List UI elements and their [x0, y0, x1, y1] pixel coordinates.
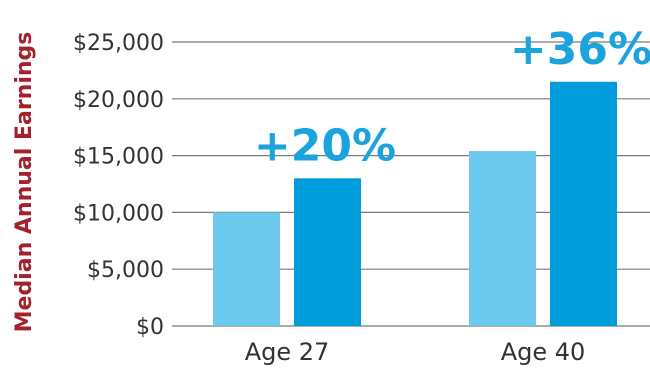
y-tick-label: $20,000: [73, 88, 164, 113]
bar: [213, 212, 280, 326]
y-tick-label: $25,000: [73, 31, 164, 56]
percent-change-label: +20%: [254, 120, 396, 171]
annotations: +20% +36%: [254, 24, 650, 172]
percent-change-label: +36%: [510, 24, 650, 75]
x-categories: Age 27 Age 40: [245, 338, 586, 366]
y-ticks: $0 $5,000 $10,000 $15,000 $20,000 $25,000: [73, 31, 164, 340]
x-category-label: Age 27: [245, 338, 330, 366]
x-category-label: Age 40: [501, 338, 586, 366]
y-tick-label: $15,000: [73, 145, 164, 170]
bar: [550, 81, 617, 326]
bar: [469, 151, 536, 326]
y-tick-label: $10,000: [73, 201, 164, 226]
y-tick-label: $5,000: [87, 258, 164, 283]
y-axis-label: Median Annual Earnings: [12, 32, 37, 333]
bar: [294, 178, 361, 326]
y-tick-label: $0: [136, 315, 164, 340]
bars: [213, 81, 617, 326]
